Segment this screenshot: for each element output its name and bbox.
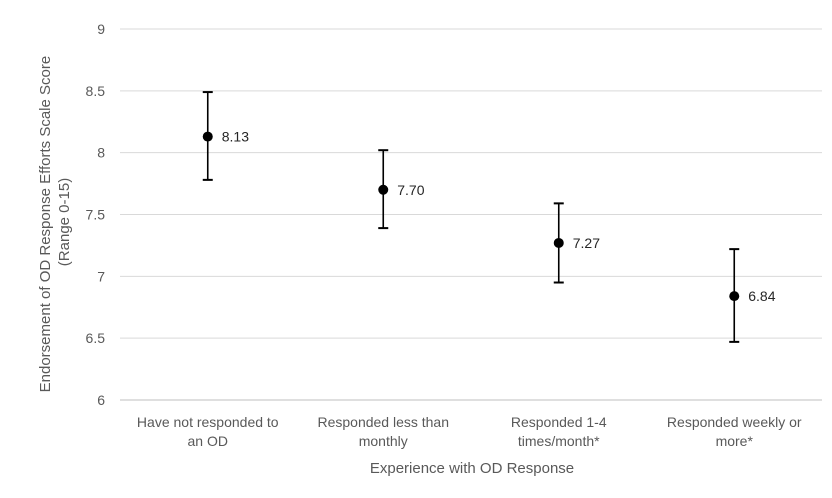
x-category-label-line: Have not responded to [137,414,279,430]
y-tick-label: 7 [97,268,105,284]
y-tick-label: 7.5 [86,207,106,223]
x-category-label-line: monthly [359,433,408,449]
x-category-label-line: Responded 1-4 [511,414,607,430]
y-axis-title-line-2: (Range 0-15) [56,178,73,266]
y-tick-label: 8 [97,145,105,161]
x-axis-categories: Have not responded to an OD Responded less… [137,414,802,449]
x-category-label: Responded 1-4 times/month* [511,414,607,449]
y-axis-ticks: 6 6.5 7 7.5 8 8.5 9 [86,21,106,408]
x-category-label: Have not responded to an OD [137,414,279,449]
x-category-label: Responded less than monthly [317,414,449,449]
x-category-label-line: an OD [188,433,228,449]
x-category-label-line: Responded less than [317,414,449,430]
x-category-label-line: more* [716,433,754,449]
gridlines [120,28,822,401]
data-point-group: 7.70 [378,149,425,230]
data-point-marker [729,291,740,302]
y-axis-title: Endorsement of OD Response Efforts Scale… [37,52,73,393]
x-axis-title: Experience with OD Response [370,460,574,477]
y-tick-label: 8.5 [86,83,106,99]
data-label: 6.84 [748,288,775,304]
x-category-label-line: times/month* [518,433,600,449]
data-marks: 8.13 7.70 7.27 6.84 [202,91,776,343]
data-label: 7.70 [397,182,424,198]
y-tick-label: 9 [97,21,105,37]
data-point-group: 8.13 [202,91,249,181]
data-point-marker [553,237,564,248]
data-label: 8.13 [222,129,249,145]
y-axis-title-line-1: Endorsement of OD Response Efforts Scale… [37,56,54,393]
data-label: 7.27 [573,235,600,251]
data-point-marker [378,184,389,195]
x-category-label-line: Responded weekly or [667,414,802,430]
y-tick-label: 6.5 [86,330,106,346]
data-point-group: 7.27 [553,202,600,284]
x-category-label: Responded weekly or more* [667,414,802,449]
y-tick-label: 6 [97,392,105,408]
data-point-marker [202,131,213,142]
data-point-group: 6.84 [729,248,776,343]
